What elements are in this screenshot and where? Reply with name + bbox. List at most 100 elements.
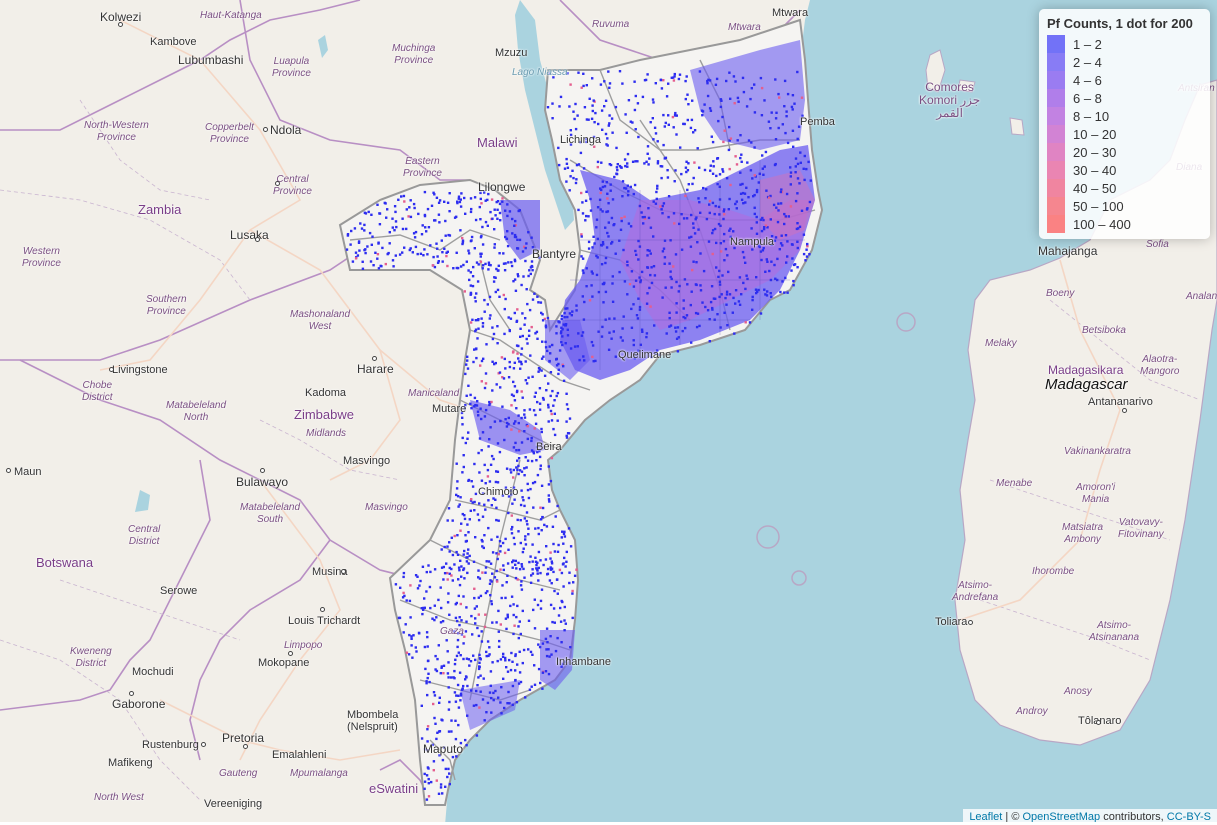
label-anosy: Anosy — [1064, 686, 1092, 697]
license-link[interactable]: CC-BY-S — [1166, 811, 1211, 823]
city-marker — [320, 607, 325, 612]
label-midlands: Midlands — [306, 428, 347, 439]
city-marker — [372, 356, 377, 361]
label-central-bw: Central District — [128, 524, 161, 547]
label-limpopo: Limpopo — [284, 640, 323, 651]
label-maputo: Maputo — [423, 742, 464, 756]
label-gaza: Gaza — [440, 626, 464, 637]
legend-item: 100 – 400 — [1047, 215, 1202, 233]
leaflet-link[interactable]: Leaflet — [969, 811, 1003, 823]
city-marker — [118, 22, 123, 27]
label-harare: Harare — [357, 362, 394, 376]
legend-label: 6 – 8 — [1073, 90, 1102, 106]
label-toliara: Toliara — [935, 616, 968, 628]
legend-label: 1 – 2 — [1073, 36, 1102, 52]
label-rustenburg: Rustenburg — [142, 739, 199, 751]
city-marker — [201, 742, 206, 747]
legend-item: 1 – 2 — [1047, 35, 1202, 53]
label-matabeleland-north: Matabeleland North — [166, 400, 227, 423]
label-kolwezi: Kolwezi — [100, 10, 142, 24]
label-androy: Androy — [1016, 706, 1048, 717]
label-lusaka: Lusaka — [230, 228, 269, 242]
legend: Pf Counts, 1 dot for 200 1 – 2 2 – 4 4 – 6… — [1039, 9, 1210, 239]
label-menabe: Menabe — [996, 478, 1033, 489]
label-malawi: Malawi — [477, 135, 518, 150]
label-mtwara: Mtwara — [772, 7, 809, 19]
label-masvingo-region: Masvingo — [365, 502, 408, 513]
lake — [318, 35, 328, 58]
label-western: Western Province — [22, 246, 61, 269]
legend-label: 100 – 400 — [1073, 216, 1131, 232]
label-nampula: Nampula — [730, 236, 775, 248]
legend-swatch — [1047, 179, 1065, 197]
legend-item: 40 – 50 — [1047, 179, 1202, 197]
city-marker — [6, 468, 11, 473]
label-amoroni: Amoron'i Mania — [1076, 482, 1116, 505]
label-comores: Comores Komori جزر القمر — [919, 80, 981, 120]
label-muchinga: Muchinga Province — [392, 43, 436, 66]
legend-label: 30 – 40 — [1073, 162, 1117, 178]
label-lilongwe: Lilongwe — [478, 180, 526, 194]
label-mbombela: Mbombela (Nelspruit) — [347, 709, 399, 733]
label-zimbabwe: Zimbabwe — [294, 407, 354, 422]
legend-swatch — [1047, 161, 1065, 179]
label-central-zm: Central Province — [273, 174, 312, 197]
reef — [756, 525, 780, 549]
comoros-island — [1009, 117, 1025, 136]
label-botswana: Botswana — [36, 555, 94, 570]
label-manicaland: Manicaland — [408, 388, 460, 399]
label-atsimo-andrefana: Atsimo- Andrefana — [952, 580, 999, 603]
legend-swatch — [1047, 89, 1065, 107]
legend-swatch — [1047, 197, 1065, 215]
legend-item: 6 – 8 — [1047, 89, 1202, 107]
label-ruvuma: Ruvuma — [592, 19, 630, 30]
label-vatovavy: Vatovavy- Fitovinany — [1118, 517, 1164, 540]
legend-swatch — [1047, 125, 1065, 143]
label-mtwara-region: Mtwara — [728, 22, 761, 33]
label-mochudi: Mochudi — [132, 666, 174, 678]
label-luapula: Luapula Province — [272, 56, 311, 79]
reef — [791, 570, 807, 586]
label-quelimane: Quelimane — [618, 349, 672, 361]
label-copperbelt: Copperbelt Province — [205, 122, 254, 145]
label-blantyre: Blantyre — [532, 247, 577, 261]
label-alaotra: Alaotra- Mangoro — [1140, 354, 1180, 377]
legend-label: 50 – 100 — [1073, 198, 1124, 214]
label-louis-trichardt: Louis Trichardt — [288, 615, 361, 627]
legend-label: 2 – 4 — [1073, 54, 1102, 70]
label-mashonaland-west: Mashonaland West — [290, 309, 351, 332]
city-marker — [109, 367, 114, 372]
legend-swatch — [1047, 71, 1065, 89]
city-marker — [260, 468, 265, 473]
label-analan: Analan — [1186, 291, 1217, 302]
legend-label: 40 – 50 — [1073, 180, 1117, 196]
label-zambia: Zambia — [138, 202, 182, 217]
label-vakinankaratra: Vakinankaratra — [1064, 446, 1131, 457]
attribution: Leaflet | © OpenStreetMap contributors, … — [963, 809, 1217, 825]
attribution-sep: | © — [1002, 811, 1023, 823]
city-marker — [1122, 408, 1127, 413]
legend-label: 8 – 10 — [1073, 108, 1110, 124]
label-mokopane: Mokopane — [258, 657, 310, 669]
label-ndola: Ndola — [270, 123, 302, 137]
roads — [99, 19, 1121, 761]
legend-swatch — [1047, 215, 1065, 233]
osm-link[interactable]: OpenStreetMap — [1022, 811, 1101, 823]
label-kadoma: Kadoma — [305, 387, 346, 399]
legend-swatch — [1047, 53, 1065, 71]
label-inhambane: Inhambane — [556, 656, 612, 668]
label-kweneng: Kweneng District — [70, 646, 112, 669]
city-marker — [263, 127, 268, 132]
attribution-contrib: contributors, — [1100, 811, 1167, 823]
legend-label: 10 – 20 — [1073, 126, 1117, 142]
grid-lines — [565, 160, 805, 370]
label-mafikeng: Mafikeng — [108, 757, 153, 769]
label-north-west: North West — [94, 792, 144, 803]
label-matabeleland-south: Matabeleland South — [240, 502, 301, 525]
label-mpumalanga: Mpumalanga — [290, 768, 348, 779]
label-lubumbashi: Lubumbashi — [178, 53, 244, 67]
legend-title: Pf Counts, 1 dot for 200 — [1047, 16, 1193, 31]
city-marker — [255, 237, 260, 242]
label-serowe: Serowe — [160, 585, 198, 597]
